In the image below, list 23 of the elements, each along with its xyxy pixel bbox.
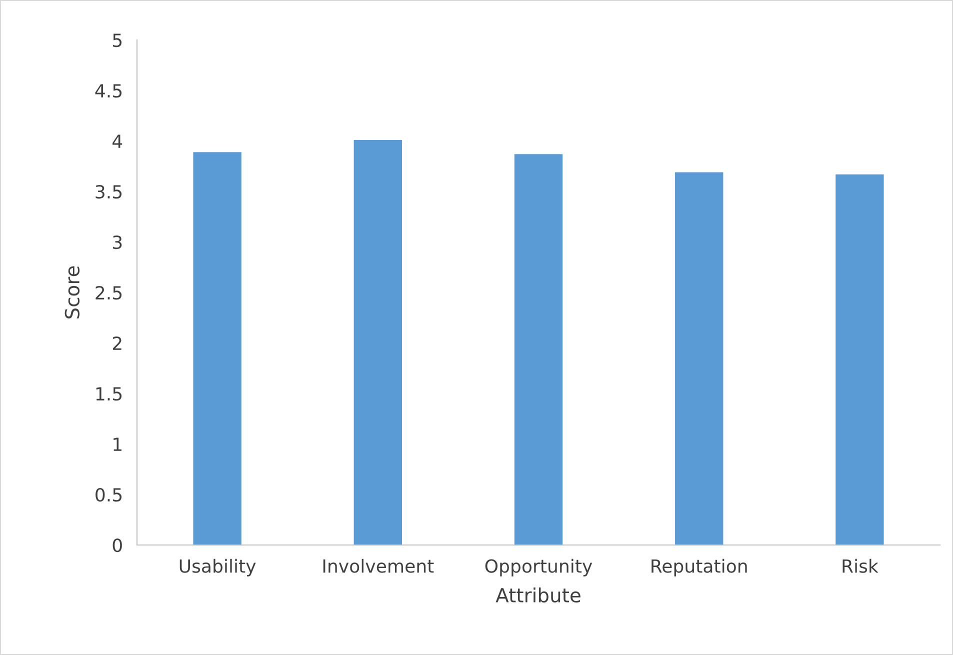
y-tick-label: 3: [113, 235, 122, 250]
bar: [193, 152, 242, 545]
x-tick-label: Reputation: [652, 558, 747, 576]
x-tick-label: Risk: [842, 558, 878, 573]
bar: [354, 140, 402, 545]
y-tick-label: 0: [112, 538, 122, 552]
bar: [675, 172, 724, 545]
y-tick-label: 3.5: [96, 184, 122, 199]
y-tick-label: 5: [113, 34, 122, 48]
x-tick-label: Usability: [180, 558, 256, 576]
bar: [514, 154, 563, 545]
y-tick-label: 4.5: [95, 84, 122, 98]
y-tick-label: 4: [112, 134, 122, 148]
y-tick-label: 2.5: [96, 286, 122, 300]
bar: [836, 174, 884, 545]
y-tick-label: 1: [114, 438, 122, 451]
x-axis-title: Attribute: [496, 587, 580, 603]
y-axis-title: Score: [64, 266, 80, 318]
x-tick-label: Opportunity: [485, 558, 592, 576]
y-tick-label: 2: [112, 336, 122, 350]
x-tick-label: Involvement: [323, 558, 434, 573]
y-tick-label: 1.5: [96, 387, 122, 401]
y-tick-label: 0.5: [96, 488, 122, 502]
